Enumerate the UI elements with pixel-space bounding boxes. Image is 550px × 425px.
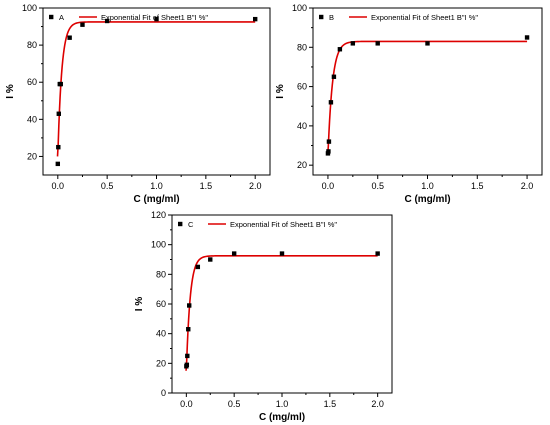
plot-frame (171, 214, 393, 394)
x-tick-label: 2.0 (521, 181, 534, 191)
data-point (184, 362, 190, 368)
x-tick-label: 0.5 (101, 181, 114, 191)
y-tick-label: 40 (156, 329, 166, 339)
plot-frame (312, 7, 543, 176)
legend-scatter-label: B (329, 13, 334, 22)
y-tick-label: 20 (297, 160, 307, 170)
x-tick-label: 0.0 (322, 181, 335, 191)
x-tick-label: 1.0 (276, 399, 289, 409)
y-tick-label: 120 (151, 210, 166, 220)
data-point (104, 18, 110, 24)
y-tick-label: 100 (22, 3, 37, 13)
y-tick-label: 80 (156, 269, 166, 279)
data-point (279, 251, 285, 256)
data-point (56, 144, 61, 150)
data-point (350, 41, 356, 46)
x-tick-label: 1.5 (471, 181, 484, 191)
panel-B: 0.0 0.5 1.0 1.5 2.0 20 40 60 80 100 I % C (mg/ml) B E… (275, 3, 543, 205)
data-point (375, 251, 380, 256)
y-tick-label: 60 (297, 82, 307, 92)
legend-fit-label: Exponential Fit of Sheet1 B"I %" (101, 13, 208, 22)
legend-fit-label: Exponential Fit of Sheet1 B"I %" (230, 220, 337, 229)
x-tick-label: 0.5 (371, 181, 384, 191)
data-point (185, 353, 190, 359)
x-axis-title: C (mg/ml) (259, 412, 305, 423)
y-tick-label: 60 (156, 299, 166, 309)
x-tick-label: 1.5 (324, 399, 337, 409)
data-point (231, 251, 237, 256)
y-tick-label: 100 (151, 240, 166, 250)
x-tick-label: 0.0 (52, 181, 65, 191)
data-point (154, 16, 159, 22)
y-tick-label: 80 (297, 42, 307, 52)
x-axis-title: C (mg/ml) (133, 194, 179, 205)
data-point (375, 41, 380, 46)
y-tick-label: 100 (292, 3, 307, 13)
plot-frame (42, 7, 271, 176)
panel-C: 0.0 0.5 1.0 1.5 2.0 0 20 40 60 80 100 120 I % C (mg/m… (134, 210, 393, 423)
y-tick-label: 20 (156, 358, 166, 368)
data-point (337, 47, 343, 52)
y-tick-label: 80 (27, 40, 37, 50)
x-tick-label: 0.0 (180, 399, 193, 409)
y-tick-label: 60 (27, 77, 37, 87)
x-tick-label: 1.5 (200, 181, 213, 191)
y-tick-label: 40 (27, 114, 37, 124)
x-tick-label: 1.0 (421, 181, 434, 191)
legend-fit-label: Exponential Fit of Sheet1 B"I %" (371, 13, 478, 22)
y-tick-label: 40 (297, 121, 307, 131)
y-axis-title: I % (5, 84, 16, 99)
y-tick-label: 20 (27, 151, 37, 161)
data-point (252, 16, 258, 22)
data-point (326, 139, 332, 144)
x-tick-label: 2.0 (371, 399, 384, 409)
y-tick-label: 0 (161, 388, 166, 398)
y-axis-title: I % (134, 297, 145, 312)
x-axis-title: C (mg/ml) (404, 194, 450, 205)
data-point (186, 327, 191, 332)
data-point (55, 161, 61, 167)
legend-marker (49, 14, 54, 20)
data-point (56, 111, 61, 116)
panel-A: 0.0 0.5 1.0 1.5 2.0 20 40 60 80 100 I % C (mg/ml) A E… (5, 3, 271, 205)
data-point (67, 35, 72, 40)
data-point (331, 74, 337, 79)
data-point (524, 35, 530, 40)
data-point (58, 81, 63, 87)
data-point (187, 303, 192, 308)
x-tick-label: 2.0 (249, 181, 262, 191)
legend-scatter-label: C (188, 220, 194, 229)
x-tick-label: 0.5 (228, 399, 241, 409)
fit-line (56, 21, 256, 157)
data-point (326, 149, 331, 154)
fit-line (326, 40, 528, 156)
x-tick-label: 1.0 (150, 181, 163, 191)
data-point (208, 257, 213, 262)
y-axis-title: I % (275, 84, 286, 99)
legend-marker (319, 14, 324, 20)
data-point (80, 22, 85, 27)
data-point (195, 264, 201, 270)
data-point (328, 100, 334, 105)
legend-marker (178, 221, 183, 227)
data-point (425, 41, 430, 46)
legend-scatter-label: A (59, 13, 64, 22)
fit-line (185, 254, 378, 371)
